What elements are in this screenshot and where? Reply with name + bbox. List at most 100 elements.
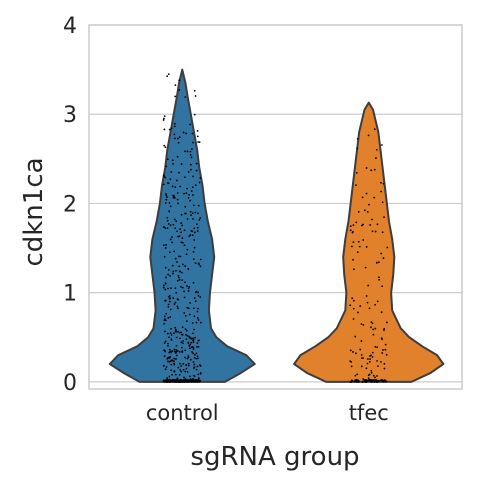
point-control <box>166 216 169 219</box>
point-control <box>184 378 187 380</box>
point-control <box>173 137 176 140</box>
point-control <box>180 241 183 244</box>
point-control <box>184 176 186 179</box>
point-control <box>193 328 195 331</box>
point-control <box>193 89 196 92</box>
point-control <box>174 287 177 290</box>
point-control <box>163 144 166 147</box>
point-control <box>187 364 190 367</box>
point-tfec <box>375 157 377 159</box>
point-control <box>185 192 188 195</box>
point-control <box>164 330 166 333</box>
point-control <box>178 278 181 281</box>
point-control <box>174 301 177 304</box>
point-tfec <box>373 128 376 131</box>
point-control <box>177 141 180 144</box>
point-control <box>163 226 166 229</box>
point-tfec <box>357 240 360 243</box>
point-tfec <box>356 147 359 150</box>
point-control <box>162 364 165 367</box>
point-control <box>176 349 179 352</box>
point-control <box>162 174 165 177</box>
point-tfec <box>354 352 357 355</box>
violin-tfec <box>293 101 445 383</box>
point-control <box>196 342 199 345</box>
point-tfec <box>354 335 357 338</box>
point-tfec <box>382 257 385 259</box>
point-control <box>169 178 172 181</box>
point-tfec <box>349 229 352 232</box>
point-tfec <box>368 360 371 363</box>
point-control <box>165 366 168 368</box>
point-tfec <box>372 374 375 377</box>
point-control <box>162 284 165 287</box>
point-tfec <box>383 362 386 365</box>
point-control <box>178 255 180 258</box>
point-control <box>187 362 190 365</box>
point-control <box>176 279 179 282</box>
point-control <box>197 357 199 360</box>
point-tfec <box>385 321 388 324</box>
point-control <box>198 218 201 221</box>
point-control <box>186 357 189 360</box>
point-control <box>187 171 190 173</box>
point-control <box>176 198 179 201</box>
point-control <box>189 233 192 236</box>
point-control <box>185 132 188 135</box>
point-control <box>166 377 169 379</box>
point-control <box>173 125 176 128</box>
point-control <box>170 287 172 290</box>
point-control <box>191 212 194 215</box>
point-control <box>193 239 196 241</box>
point-tfec <box>380 337 383 339</box>
point-control <box>168 201 171 204</box>
point-control <box>167 182 170 185</box>
point-control <box>190 190 193 192</box>
point-control <box>188 345 191 347</box>
point-control <box>164 282 167 284</box>
point-control <box>192 352 195 355</box>
point-tfec <box>380 311 383 314</box>
point-control <box>180 285 182 288</box>
point-control <box>199 265 202 268</box>
point-control <box>173 363 176 366</box>
point-tfec <box>382 349 384 351</box>
point-tfec <box>383 216 385 219</box>
point-control <box>192 281 195 284</box>
point-tfec <box>351 231 354 234</box>
point-control <box>166 158 169 161</box>
point-tfec <box>362 323 365 326</box>
point-control <box>177 202 179 205</box>
point-control <box>175 220 178 223</box>
point-control <box>166 227 169 229</box>
point-tfec <box>370 369 373 372</box>
point-control <box>197 307 199 310</box>
point-tfec <box>380 181 382 184</box>
point-control <box>176 155 179 158</box>
point-control <box>182 131 185 134</box>
y-tick-label-0: 0 <box>63 371 77 396</box>
point-control <box>165 243 168 246</box>
point-control <box>181 224 184 227</box>
point-tfec <box>376 359 378 362</box>
point-control <box>162 183 165 186</box>
point-control <box>196 230 199 232</box>
point-control <box>175 336 178 339</box>
point-tfec <box>384 343 387 346</box>
point-tfec <box>354 374 357 377</box>
point-control <box>174 84 177 86</box>
point-tfec <box>379 379 383 382</box>
point-control <box>175 329 177 332</box>
point-control <box>189 378 192 381</box>
point-control <box>194 262 197 265</box>
point-tfec <box>376 223 379 226</box>
point-control <box>164 299 167 302</box>
point-control <box>167 316 170 319</box>
point-tfec <box>367 377 370 380</box>
point-tfec <box>376 375 378 377</box>
point-tfec <box>378 276 380 279</box>
point-control <box>197 377 200 380</box>
point-control <box>172 272 174 275</box>
y-axis-ticks: 0 1 2 3 4 <box>63 14 77 396</box>
point-tfec <box>362 223 364 226</box>
